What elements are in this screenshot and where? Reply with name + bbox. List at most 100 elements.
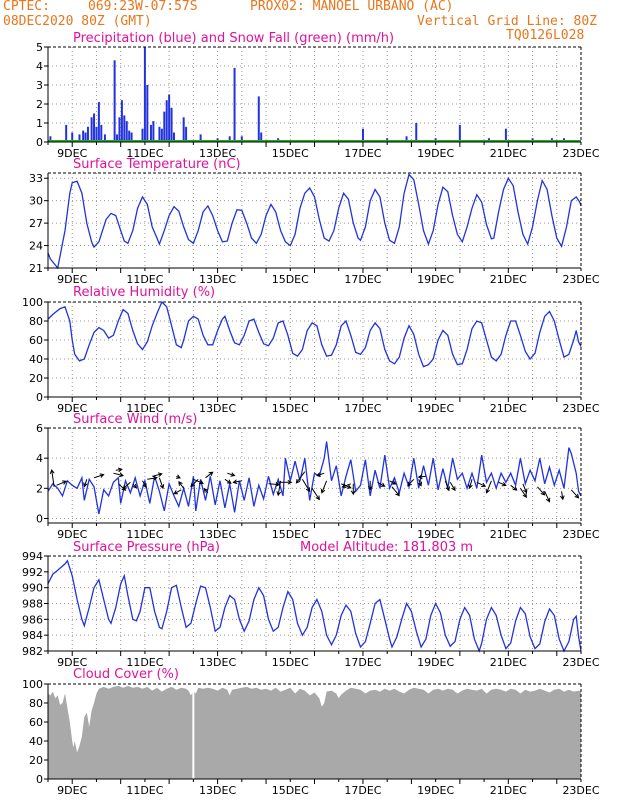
rh-xdate-label: 23DEC: [562, 402, 599, 415]
temp-xdate-label: 15DEC: [272, 273, 309, 286]
cloud-gap: [192, 684, 195, 779]
wind-xdate-label: 21DEC: [490, 528, 527, 541]
wind-arrow: [113, 472, 125, 478]
cloud-xdate-label: 13DEC: [199, 784, 236, 797]
precip-ytick-label: 3: [36, 79, 43, 92]
cloud-panel: [44, 683, 582, 784]
header-model-code: TQ0126L028: [506, 28, 585, 43]
precip-xdate-label: 17DEC: [344, 147, 381, 160]
cloud-xdate-label: 19DEC: [417, 784, 454, 797]
wind-arrow: [224, 478, 232, 484]
wind-arrow: [93, 473, 105, 479]
rh-xdate-label: 21DEC: [490, 402, 527, 415]
precip-bar: [458, 124, 461, 142]
wind-xdate-label: 23DEC: [562, 528, 599, 541]
cloud-area: [48, 685, 581, 779]
pres-xdate-label: 17DEC: [344, 656, 381, 669]
wind-arrow: [498, 481, 507, 487]
rh-xdate-label: 11DEC: [126, 402, 163, 415]
pres-line: [47, 559, 582, 653]
precip-bar: [103, 134, 106, 142]
rh-xdate-label: 15DEC: [272, 402, 309, 415]
temp-xdate-label: 11DEC: [126, 273, 163, 286]
precip-ytick-label: 0: [36, 136, 43, 149]
precip-bar: [170, 107, 173, 142]
temp-ytick-label: 33: [29, 172, 43, 185]
rh-xdate-label: 19DEC: [417, 402, 454, 415]
precip-xdate-label: 9DEC: [57, 147, 87, 160]
wind-xdate-label: 13DEC: [199, 528, 236, 541]
pres-ytick-label: 988: [22, 598, 43, 611]
wind-arrow: [232, 479, 242, 485]
wind-arrow: [311, 488, 320, 501]
precip-bar: [118, 117, 121, 142]
precip-bar: [233, 67, 236, 142]
temp-title: Surface Temperature (nC): [73, 157, 241, 172]
wind-arrow: [389, 480, 397, 485]
rh-ytick-label: 40: [29, 353, 43, 366]
pres-xdate-label: 11DEC: [126, 656, 163, 669]
pres-ytick-label: 986: [22, 613, 43, 626]
rh-ytick-label: 60: [29, 334, 43, 347]
cloud-ytick-label: 0: [36, 773, 43, 786]
wind-line: [47, 441, 582, 515]
precip-bar: [120, 100, 123, 142]
precip-bar: [143, 47, 146, 142]
cloud-xdate-label: 17DEC: [344, 784, 381, 797]
header-source: CPTEC:: [3, 0, 50, 14]
wind-arrow: [391, 486, 400, 497]
wind-ytick-label: 4: [36, 452, 43, 465]
wind-arrow: [49, 468, 55, 487]
pres-annotation: Model Altitude: 181.803 m: [300, 540, 473, 555]
wind-arrow: [544, 491, 551, 503]
wind-arrow: [56, 480, 68, 486]
wind-xdate-label: 17DEC: [344, 528, 381, 541]
wind-arrow: [367, 480, 373, 491]
precip-xdate-label: 19DEC: [417, 147, 454, 160]
wind-arrow: [476, 481, 487, 487]
precip-bar: [152, 121, 155, 142]
wind-arrow: [193, 478, 204, 485]
rh-ytick-label: 80: [29, 315, 43, 328]
precip-title: Precipitation (blue) and Snow Fall (gree…: [73, 31, 394, 46]
rh-xdate-label: 13DEC: [199, 402, 236, 415]
wind-arrow: [449, 482, 456, 492]
precip-bar: [146, 85, 149, 142]
cloud-ytick-label: 40: [29, 735, 43, 748]
rh-line: [47, 300, 582, 368]
wind-xdate-label: 9DEC: [57, 528, 87, 541]
precip-bar: [182, 117, 185, 142]
header-station: PROX02: MANOEL URBANO (AC): [250, 0, 454, 14]
precip-bar: [113, 60, 116, 142]
precip-bar: [405, 136, 408, 142]
wind-ytick-label: 6: [36, 422, 43, 435]
precip-bar: [415, 123, 418, 142]
rh-ytick-label: 0: [36, 391, 43, 404]
header-run: 08DEC2020 80Z (GMT): [3, 14, 152, 29]
pres-ytick-label: 994: [22, 550, 43, 563]
wind-panel: [44, 427, 582, 528]
precip-bar: [160, 128, 163, 142]
precip-bar: [95, 126, 98, 142]
precip-bar: [361, 128, 364, 142]
precip-ytick-label: 2: [36, 98, 43, 111]
wind-arrow: [316, 472, 325, 477]
pres-xdate-label: 13DEC: [199, 656, 236, 669]
cloud-ytick-label: 100: [22, 678, 43, 691]
wind-arrow: [158, 477, 165, 490]
pres-xdate-label: 19DEC: [417, 656, 454, 669]
cloud-xdate-label: 23DEC: [562, 784, 599, 797]
wind-arrow: [407, 478, 415, 487]
header-grid-note: Vertical Grid Line: 80Z: [417, 14, 598, 29]
temp-panel: [44, 172, 582, 273]
cloud-title: Cloud Cover (%): [73, 667, 179, 682]
rh-xdate-label: 9DEC: [57, 402, 87, 415]
temp-ytick-label: 24: [29, 240, 43, 253]
wind-arrow: [301, 479, 311, 493]
rh-panel: [44, 300, 582, 402]
precip-bar: [65, 124, 68, 142]
wind-arrow: [276, 480, 282, 497]
wind-arrow: [122, 481, 131, 490]
precip-bar: [158, 126, 161, 142]
